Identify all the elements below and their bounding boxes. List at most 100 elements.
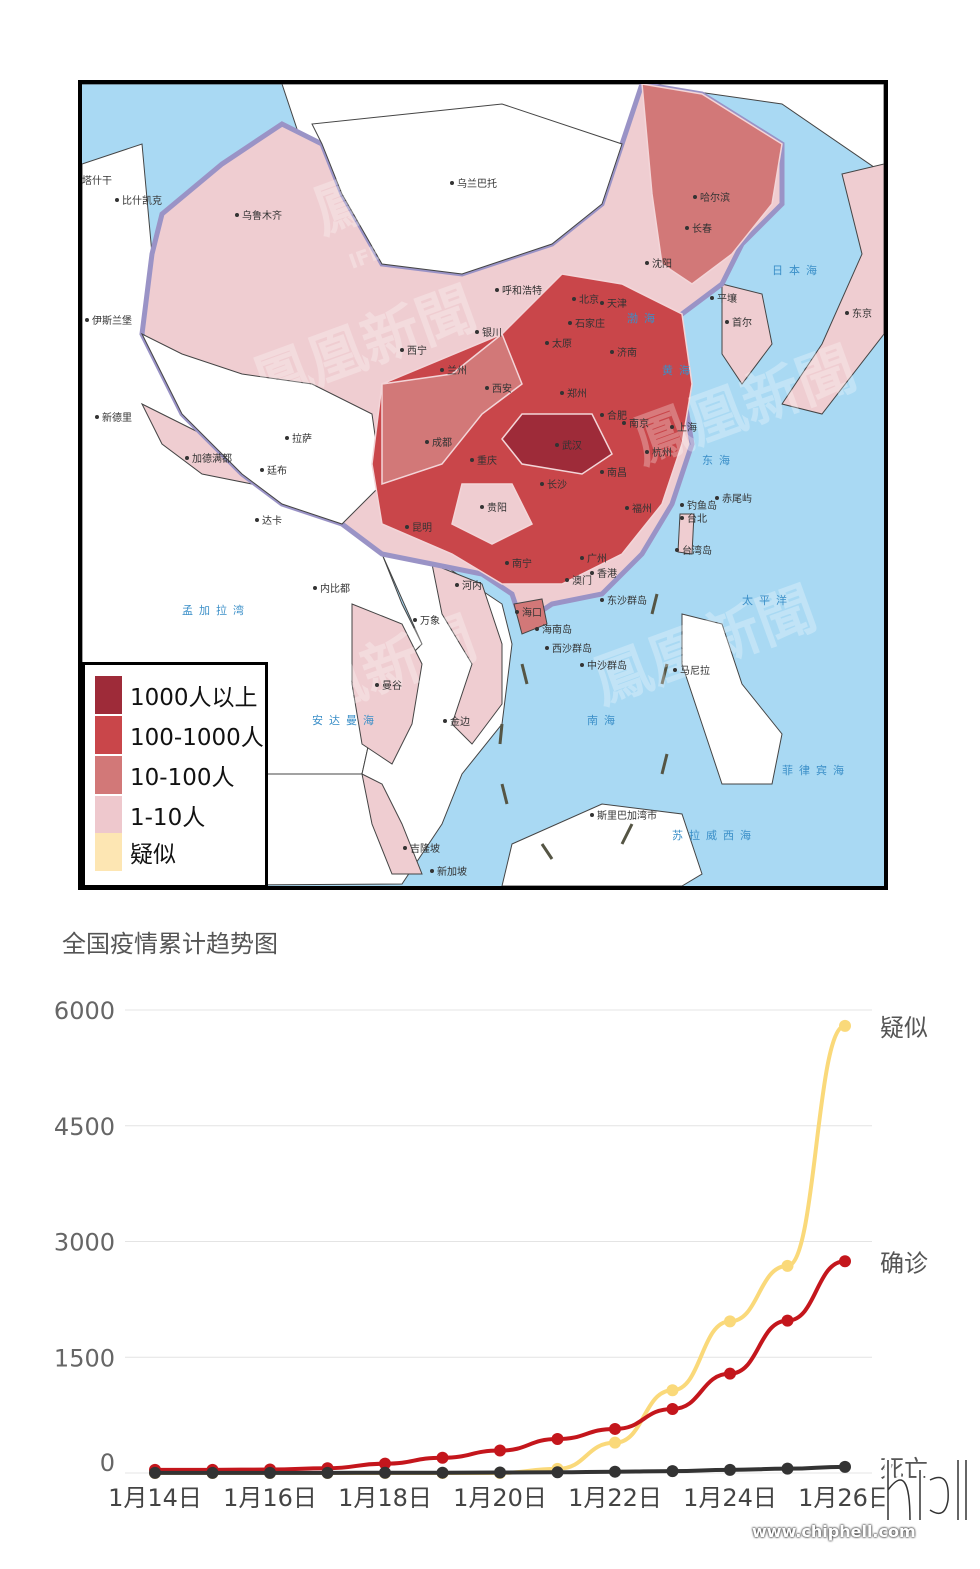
data-point [666, 1402, 679, 1415]
northeast [641, 84, 783, 285]
series-line [154, 1023, 846, 1475]
data-point [724, 1463, 736, 1476]
y-tick-label: 0 [100, 1449, 115, 1477]
city-dot [680, 503, 684, 507]
city-label: 平壤 [717, 292, 737, 305]
city-dot [115, 198, 119, 202]
korea-japan [721, 283, 773, 385]
legend-swatch [95, 833, 122, 871]
legend-item: 100-1000人 [95, 715, 265, 755]
data-point [264, 1466, 276, 1479]
sea-label: 南海 [587, 713, 621, 727]
sea-label: 安达曼海 [312, 713, 380, 727]
city-dot [400, 348, 404, 352]
data-point [379, 1466, 391, 1479]
data-point [379, 1457, 391, 1470]
city-label: 马尼拉 [680, 664, 710, 677]
city-dot [693, 195, 697, 199]
legend-label: 10-100人 [130, 765, 235, 791]
city-dot [670, 425, 674, 429]
city-dot [470, 458, 474, 462]
data-point [839, 1255, 851, 1268]
city-dot [622, 421, 626, 425]
city-dot [495, 288, 499, 292]
city-dot [475, 330, 479, 334]
city-dot [485, 386, 489, 390]
city-label: 北京 [579, 293, 599, 306]
city-label: 南昌 [607, 466, 627, 479]
city-label: 赤尾屿 [722, 493, 752, 505]
city-dot [425, 440, 429, 444]
city-label: 西沙群岛 [552, 642, 592, 655]
city-dot [313, 586, 317, 590]
city-label: 天津 [607, 298, 627, 310]
city-dot [685, 226, 689, 230]
sea-label: 孟加拉湾 [182, 603, 250, 617]
city-label: 兰州 [447, 364, 467, 377]
site-url: www.chiphell.com [752, 1522, 916, 1541]
y-tick-label: 6000 [54, 997, 115, 1025]
city-label: 伊斯兰堡 [92, 314, 132, 327]
data-point [494, 1466, 506, 1479]
china-epidemic-map: 鳳凰新聞 IFENG NEWS 鳳凰新聞 鳳凰新聞 鳳凰新聞 鳳凰新聞 乌兰巴托… [78, 80, 888, 890]
legend-label: 1000人以上 [130, 685, 258, 711]
city-dot [540, 482, 544, 486]
legend-item: 1-10人 [95, 795, 265, 835]
legend-swatch [95, 676, 122, 714]
data-point [724, 1315, 736, 1328]
city-dot [375, 683, 379, 687]
city-dot [535, 627, 539, 631]
x-tick-label: 1月14日 [108, 1484, 202, 1512]
midlevel-provinces [381, 332, 523, 486]
city-label: 长春 [692, 223, 712, 235]
city-label: 武汉 [562, 439, 582, 452]
x-tick-label: 1月24日 [683, 1484, 777, 1512]
legend-swatch [95, 716, 122, 754]
data-point [551, 1466, 564, 1479]
city-dot [845, 311, 849, 315]
city-dot [255, 518, 259, 522]
city-label: 东京 [852, 307, 872, 320]
sea-label: 菲律宾海 [782, 763, 850, 777]
data-point [839, 1460, 851, 1473]
city-label: 杭州 [652, 446, 672, 459]
city-dot [555, 443, 559, 447]
city-label: 金边 [450, 715, 470, 728]
legend-swatch [95, 756, 122, 794]
city-dot [673, 668, 677, 672]
city-dot [625, 506, 629, 510]
legend-item: 10-100人 [95, 755, 265, 795]
logo-glyph [884, 1456, 970, 1524]
data-point [321, 1466, 334, 1479]
city-dot [405, 525, 409, 529]
nine-dash-line [498, 593, 669, 860]
malay-peninsula [361, 773, 423, 875]
city-label: 新德里 [102, 411, 132, 424]
city-label: 加德满都 [192, 452, 232, 465]
city-label: 乌兰巴托 [457, 177, 497, 190]
city-label: 济南 [617, 346, 637, 359]
city-dot [235, 213, 239, 217]
data-point [436, 1466, 449, 1479]
city-dot [600, 598, 604, 602]
city-dot [610, 350, 614, 354]
city-dot [600, 413, 604, 417]
sea-label: 苏拉威西海 [672, 828, 757, 842]
city-label: 塔什干 [82, 174, 112, 187]
city-dot [443, 719, 447, 723]
city-dot [590, 571, 594, 575]
city-label: 长沙 [547, 479, 567, 491]
city-label: 曼谷 [382, 680, 402, 692]
city-label: 昆明 [412, 522, 432, 534]
city-label: 广州 [587, 553, 607, 565]
map-legend: 1000人以上 100-1000人 10-100人 1-10人 疑似 [82, 662, 268, 886]
city-dot [545, 646, 549, 650]
city-dot [580, 663, 584, 667]
x-tick-label: 1月20日 [453, 1484, 547, 1512]
city-dot [285, 436, 289, 440]
y-tick-labels: 6000 4500 3000 1500 0 [54, 997, 115, 1477]
data-point [551, 1433, 564, 1446]
logo-glyph-outline [887, 1460, 967, 1521]
